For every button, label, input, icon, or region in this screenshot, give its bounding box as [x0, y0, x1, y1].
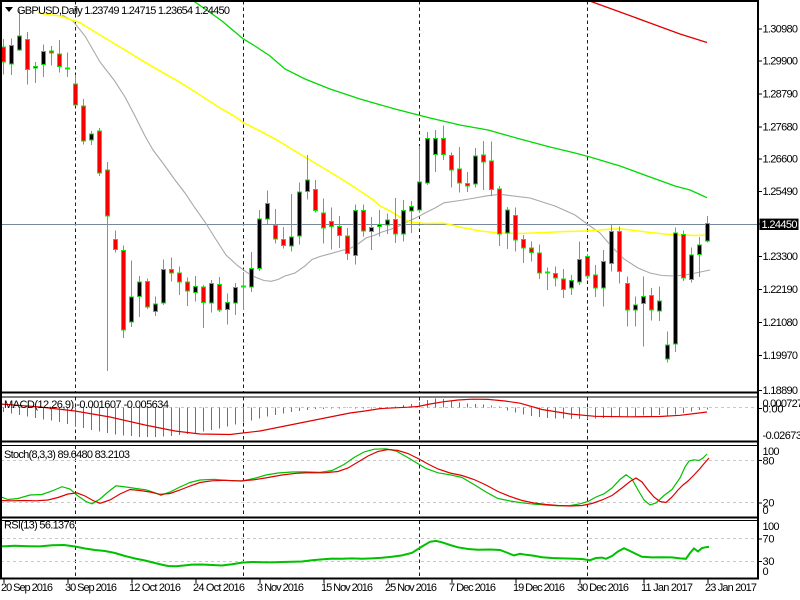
svg-text:19 Dec 2016: 19 Dec 2016 [513, 582, 565, 594]
svg-text:15 Nov 2016: 15 Nov 2016 [321, 582, 373, 594]
svg-text:0.00: 0.00 [763, 404, 784, 416]
svg-text:GBPUSD,Daily 1.23749 1.24715: GBPUSD,Daily 1.23749 1.24715 1.23654 1.2… [17, 5, 230, 17]
svg-text:20: 20 [763, 497, 775, 509]
svg-text:1.26600: 1.26600 [763, 153, 799, 165]
svg-text:11 Jan 2017: 11 Jan 2017 [641, 582, 693, 594]
svg-text:20 Sep 2016: 20 Sep 2016 [1, 582, 53, 594]
svg-text:30 Dec 2016: 30 Dec 2016 [577, 582, 629, 594]
svg-text:24 Oct 2016: 24 Oct 2016 [193, 582, 245, 594]
svg-text:30: 30 [763, 556, 775, 568]
svg-text:1.21080: 1.21080 [763, 317, 799, 329]
svg-text:Stoch(8,3,3) 89.6480 83.2103: Stoch(8,3,3) 89.6480 83.2103 [4, 449, 130, 461]
svg-text:25 Nov 2016: 25 Nov 2016 [385, 582, 437, 594]
svg-text:0: 0 [763, 566, 769, 578]
svg-text:1.30980: 1.30980 [763, 24, 799, 36]
svg-text:100: 100 [763, 446, 780, 458]
svg-text:1.24450: 1.24450 [762, 219, 798, 231]
svg-text:1.19970: 1.19970 [763, 350, 799, 362]
svg-text:1.18890: 1.18890 [763, 385, 799, 397]
svg-text:3 Nov 2016: 3 Nov 2016 [257, 582, 304, 594]
svg-text:-0.026737: -0.026737 [763, 430, 800, 442]
svg-text:7 Dec 2016: 7 Dec 2016 [449, 582, 496, 594]
svg-text:1.23300: 1.23300 [763, 251, 799, 263]
svg-text:1.29900: 1.29900 [763, 56, 799, 68]
svg-text:80: 80 [763, 455, 775, 467]
svg-text:RSI(13) 56.1376: RSI(13) 56.1376 [4, 520, 75, 532]
svg-text:12 Oct 2016: 12 Oct 2016 [129, 582, 181, 594]
svg-text:0.0007275: 0.0007275 [763, 398, 800, 410]
svg-text:70: 70 [763, 534, 775, 546]
svg-text:100: 100 [763, 521, 780, 533]
svg-text:1.22190: 1.22190 [763, 284, 799, 296]
svg-text:1.28790: 1.28790 [763, 88, 799, 100]
svg-text:30 Sep 2016: 30 Sep 2016 [65, 582, 117, 594]
svg-text:23 Jan 2017: 23 Jan 2017 [705, 582, 757, 594]
svg-text:MACD(12,26,9) -0.001607 -0.005: MACD(12,26,9) -0.001607 -0.005634 [4, 399, 169, 411]
svg-text:0: 0 [763, 505, 769, 517]
svg-text:1.27680: 1.27680 [763, 121, 799, 133]
svg-text:1.25490: 1.25490 [763, 186, 799, 198]
